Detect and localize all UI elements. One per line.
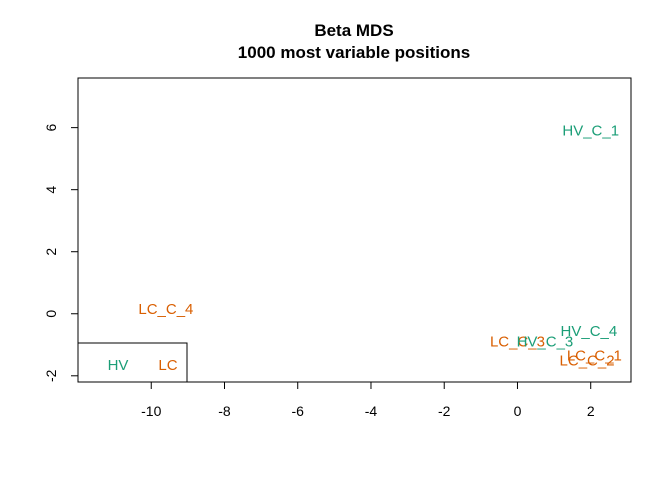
- y-tick-label: 0: [43, 310, 59, 318]
- point-label-hv-c-1: HV_C_1: [562, 123, 619, 140]
- y-tick-label: 4: [43, 186, 59, 194]
- y-axis: -2 0 2 4 6: [43, 124, 79, 382]
- x-tick-label: -10: [141, 403, 161, 419]
- point-label-lc-c-1: LC_C_1: [567, 348, 622, 365]
- x-tick-label: -6: [292, 403, 305, 419]
- point-label-lc-c-2: LC_C_2: [560, 352, 615, 369]
- legend-label-lc: LC: [158, 357, 177, 374]
- x-tick-label: -2: [438, 403, 451, 419]
- chart-subtitle: 1000 most variable positions: [238, 43, 470, 62]
- point-label-lc-c-4: LC_C_4: [138, 301, 193, 318]
- point-label-hv-c-3: HV_C_3: [517, 334, 574, 351]
- legend: HV LC: [77, 342, 188, 383]
- x-tick-label: -4: [365, 403, 378, 419]
- points-layer: HV_C_1 LC_C_4 HV_C_4 LC_C_3HV_C_3LC_C_1LC_C…: [138, 123, 622, 370]
- x-tick-label: 0: [514, 403, 522, 419]
- point-label-lc-c-3: LC_C_3: [490, 334, 545, 351]
- x-axis: -10 -8 -6 -4 -2 0 2: [141, 381, 595, 419]
- y-tick-label: -2: [43, 369, 59, 382]
- y-tick-label: 2: [43, 248, 59, 256]
- x-tick-label: 2: [587, 403, 595, 419]
- legend-box: [77, 342, 188, 383]
- y-tick-label: 6: [43, 124, 59, 132]
- chart-title: Beta MDS: [314, 21, 393, 40]
- point-label-hv-c-4: HV_C_4: [561, 323, 618, 340]
- legend-label-hv: HV: [108, 357, 129, 374]
- x-tick-label: -8: [218, 403, 231, 419]
